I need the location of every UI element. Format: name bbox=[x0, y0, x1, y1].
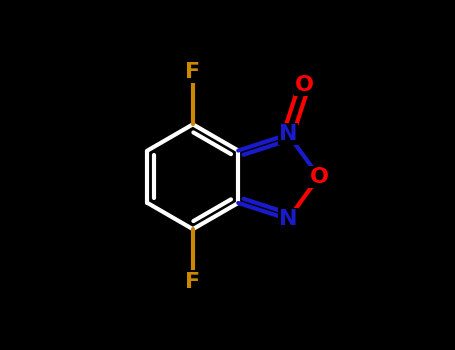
Text: O: O bbox=[309, 167, 329, 187]
Text: O: O bbox=[295, 75, 314, 94]
Text: N: N bbox=[279, 124, 297, 144]
Text: N: N bbox=[279, 209, 297, 229]
Text: F: F bbox=[185, 272, 201, 292]
Text: F: F bbox=[185, 62, 201, 82]
